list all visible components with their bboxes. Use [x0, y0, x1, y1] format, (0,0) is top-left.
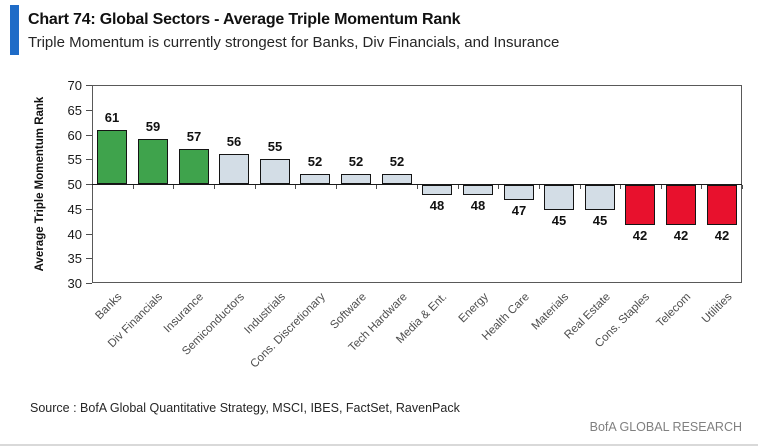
x-tick [539, 185, 540, 189]
x-tick [214, 185, 215, 189]
bar-value-label: 47 [511, 203, 527, 218]
y-tick-label: 50 [67, 177, 82, 192]
y-tick-label: 65 [67, 103, 82, 118]
bar-value-label: 55 [267, 139, 283, 154]
x-tick [376, 185, 377, 189]
bar-energy [463, 185, 493, 195]
bar-value-label: 48 [470, 198, 486, 213]
bar-media-ent- [422, 185, 452, 195]
y-tick-label: 35 [67, 251, 82, 266]
y-tick [86, 234, 92, 235]
bar-telecom [666, 185, 696, 225]
bar-utilities [707, 185, 737, 225]
y-tick [86, 209, 92, 210]
x-axis-label-text: Software [327, 291, 369, 332]
bar-value-label: 45 [551, 213, 567, 228]
bar-value-label: 52 [389, 154, 405, 169]
y-tick [86, 258, 92, 259]
y-tick-label: 55 [67, 152, 82, 167]
x-tick [133, 185, 134, 189]
x-tick [92, 185, 93, 189]
source-note: Source : BofA Global Quantitative Strate… [30, 401, 460, 415]
y-tick-label: 70 [67, 78, 82, 93]
x-tick [620, 185, 621, 189]
y-tick-label: 40 [67, 227, 82, 242]
x-tick [173, 185, 174, 189]
bar-real-estate [585, 185, 615, 210]
x-tick [417, 185, 418, 189]
bar-div-financials [138, 139, 168, 184]
x-axis-label-text: Utilities [699, 291, 735, 326]
x-axis-label-text: Cons. Discretionary [248, 291, 328, 371]
bar-value-label: 42 [632, 228, 648, 243]
x-tick [458, 185, 459, 189]
accent-bar [10, 5, 19, 55]
bar-value-label: 56 [226, 134, 242, 149]
x-axis-line [92, 184, 742, 185]
bar-value-label: 61 [104, 110, 120, 125]
brand-label: BofA GLOBAL RESEARCH [589, 420, 742, 434]
bar-tech-hardware [382, 174, 412, 184]
bar-health-care [504, 185, 534, 200]
bar-value-label: 57 [186, 129, 202, 144]
x-tick [701, 185, 702, 189]
y-tick-label: 45 [67, 202, 82, 217]
bar-industrials [260, 159, 290, 184]
x-axis-label-text: Energy [456, 291, 491, 326]
x-tick [255, 185, 256, 189]
y-tick [86, 283, 92, 284]
bar-value-label: 48 [429, 198, 445, 213]
bar-insurance [179, 149, 209, 184]
x-axis-label-text: Telecom [654, 291, 694, 330]
chart-title: Chart 74: Global Sectors - Average Tripl… [28, 11, 461, 28]
bar-value-label: 52 [307, 154, 323, 169]
x-tick [295, 185, 296, 189]
bottom-rule [0, 444, 758, 446]
bar-value-label: 45 [592, 213, 608, 228]
x-tick [336, 185, 337, 189]
bar-value-label: 42 [673, 228, 689, 243]
bar-materials [544, 185, 574, 210]
bar-value-label: 59 [145, 119, 161, 134]
bar-value-label: 52 [348, 154, 364, 169]
y-axis-label: Average Triple Momentum Rank [34, 96, 46, 272]
bar-cons-staples [625, 185, 655, 225]
y-tick [86, 110, 92, 111]
bar-banks [97, 130, 127, 184]
bar-value-label: 42 [714, 228, 730, 243]
x-tick [742, 185, 743, 189]
y-tick-label: 30 [67, 276, 82, 291]
bar-software [341, 174, 371, 184]
x-axis-label-text: Banks [93, 291, 125, 323]
x-tick [498, 185, 499, 189]
chart-subtitle: Triple Momentum is currently strongest f… [28, 34, 560, 51]
y-tick [86, 135, 92, 136]
bar-cons-discretionary [300, 174, 330, 184]
x-tick [580, 185, 581, 189]
y-tick [86, 184, 92, 185]
x-tick [661, 185, 662, 189]
y-tick [86, 159, 92, 160]
bar-semiconductors [219, 154, 249, 184]
x-axis-label-text: Materials [530, 291, 572, 333]
y-tick [86, 85, 92, 86]
y-tick-label: 60 [67, 128, 82, 143]
